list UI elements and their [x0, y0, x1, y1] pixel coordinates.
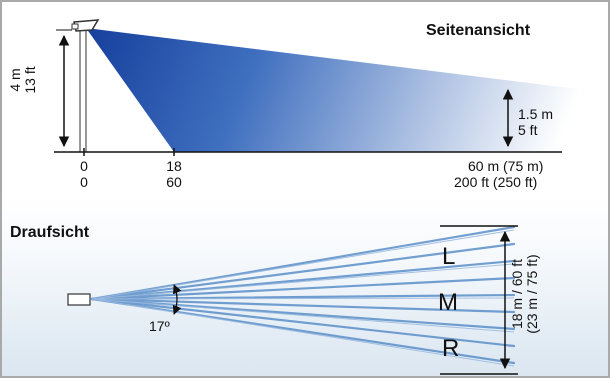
camera-icon — [71, 19, 100, 32]
angle-label: 17º — [149, 318, 170, 334]
zone-label-r: R — [442, 335, 460, 362]
zone-label-m: M — [438, 289, 458, 316]
mount-height-ft: 13 ft — [22, 66, 38, 94]
target-height-ft: 5 ft — [518, 122, 538, 138]
width-label: 18 m / 60 ft (23 m / 75 ft) — [509, 224, 540, 364]
fan-rays-highlight — [91, 229, 515, 367]
tick-label-60-ft: 200 ft (250 ft) — [454, 174, 538, 190]
top-view-title: Draufsicht — [10, 224, 90, 241]
zone-label-l: L — [442, 243, 456, 270]
top-camera-icon — [67, 293, 91, 306]
mount-height-m: 4 m — [7, 68, 23, 92]
width-label-line1: 18 m / 60 ft — [509, 258, 525, 330]
side-beam — [86, 28, 602, 152]
target-height-m: 1.5 m — [518, 106, 554, 122]
angle-arc — [172, 284, 182, 315]
tick-label-0-m: 0 — [80, 158, 88, 174]
tick-label-18-ft: 60 — [166, 174, 182, 190]
side-view-title: Seitenansicht — [426, 22, 531, 39]
mount-height-label: 4 m 13 ft — [7, 50, 38, 110]
tick-label-18-m: 18 — [166, 158, 182, 174]
tick-label-0-ft: 0 — [80, 174, 88, 190]
mounting-pole — [79, 29, 87, 153]
tick-label-60-m: 60 m (75 m) — [468, 158, 544, 174]
width-label-line2: (23 m / 75 ft) — [524, 254, 540, 334]
